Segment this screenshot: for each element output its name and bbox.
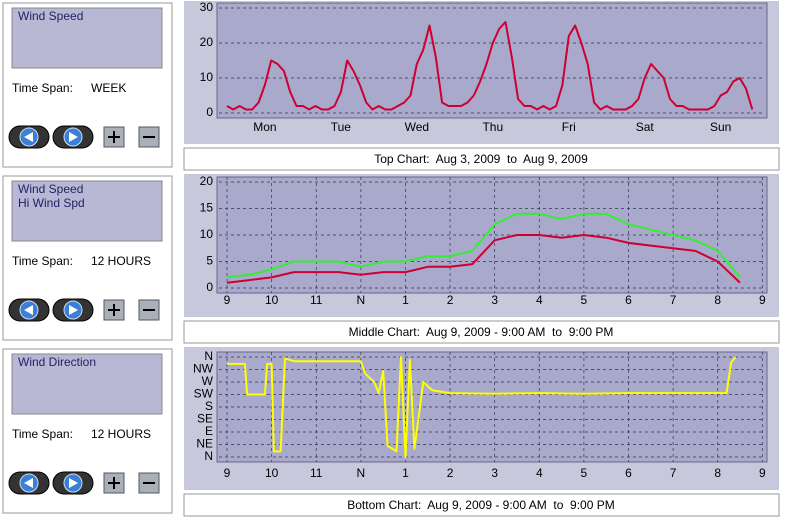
x-tick-label: 4 [536, 293, 543, 307]
y-tick-label: E [205, 424, 213, 438]
x-tick-label: 11 [310, 293, 323, 307]
x-tick-label: 5 [581, 293, 588, 307]
zoom-out-button[interactable] [138, 126, 160, 148]
x-tick-label: 4 [536, 466, 543, 480]
caption-box [183, 320, 780, 344]
series-line [227, 356, 737, 458]
x-tick-label: 9 [759, 466, 766, 480]
button-arrow[interactable] [24, 132, 33, 142]
x-tick-label: Sat [636, 120, 655, 134]
y-tick-label: SW [194, 387, 214, 401]
y-tick-label: 10 [200, 70, 214, 84]
x-tick-label: Tue [331, 120, 352, 134]
y-tick-label: SE [197, 412, 213, 426]
x-tick-label: 6 [625, 466, 632, 480]
button-arrow[interactable] [24, 478, 33, 488]
back-button[interactable] [8, 298, 50, 322]
y-tick-label: 10 [200, 227, 214, 241]
x-tick-label: Fri [562, 120, 576, 134]
chart-caption: Top Chart: Aug 3, 2009 to Aug 9, 2009 [374, 152, 588, 166]
series-line [226, 212, 741, 279]
legend-entry: Wind Speed [18, 9, 83, 23]
x-tick-label: Thu [482, 120, 503, 134]
x-tick-label: 8 [714, 466, 721, 480]
x-tick-label: 1 [402, 293, 409, 307]
chart-caption: Middle Chart: Aug 9, 2009 - 9:00 AM to 9… [349, 325, 614, 339]
y-tick-label: 0 [206, 280, 213, 294]
x-tick-label: Mon [253, 120, 276, 134]
legend-box [11, 353, 163, 415]
time-span-value: 12 HOURS [91, 254, 151, 268]
y-tick-label: 5 [206, 254, 213, 268]
x-tick-label: 10 [265, 293, 279, 307]
time-span-label: Time Span: [12, 254, 73, 268]
back-button[interactable] [8, 471, 50, 495]
forward-button[interactable] [52, 471, 94, 495]
y-tick-label: NE [196, 437, 213, 451]
x-tick-label: 9 [224, 466, 231, 480]
y-tick-label: 0 [206, 105, 213, 119]
time-span-value: WEEK [91, 81, 126, 95]
y-tick-label: W [202, 374, 214, 388]
button-arrow[interactable] [69, 305, 78, 315]
x-tick-label: Sun [710, 120, 731, 134]
x-tick-label: 3 [491, 466, 498, 480]
x-tick-label: 11 [310, 466, 323, 480]
caption-box [183, 493, 780, 517]
x-tick-label: 8 [714, 293, 721, 307]
plot-area [216, 2, 768, 119]
back-button[interactable] [8, 125, 50, 149]
button-arrow[interactable] [24, 305, 33, 315]
y-tick-label: 20 [200, 35, 214, 49]
x-tick-label: 10 [265, 466, 279, 480]
button-arrow[interactable] [69, 132, 78, 142]
zoom-out-button[interactable] [138, 299, 160, 321]
legend-entry: Hi Wind Spd [18, 196, 85, 210]
zoom-in-button[interactable] [103, 472, 125, 494]
x-tick-label: 5 [581, 466, 588, 480]
legend-entry: Wind Speed [18, 182, 83, 196]
x-tick-label: Wed [405, 120, 429, 134]
series-line [226, 21, 754, 111]
legend-entry: Wind Direction [18, 355, 96, 369]
time-span-label: Time Span: [12, 81, 73, 95]
y-tick-label: 15 [200, 201, 214, 215]
zoom-in-button[interactable] [103, 126, 125, 148]
x-tick-label: 9 [759, 293, 766, 307]
zoom-out-button[interactable] [138, 472, 160, 494]
x-tick-label: 1 [402, 466, 409, 480]
x-tick-label: 3 [491, 293, 498, 307]
legend-box [11, 180, 163, 242]
x-tick-label: 2 [447, 466, 454, 480]
y-tick-label: S [205, 399, 213, 413]
y-tick-label: N [204, 349, 213, 363]
legend-box [11, 7, 163, 69]
x-tick-label: 7 [670, 293, 677, 307]
caption-box [183, 147, 780, 171]
control-panel: Wind Direction Time Span: 12 HOURS [2, 348, 173, 514]
x-tick-label: 7 [670, 466, 677, 480]
button-arrow[interactable] [69, 478, 78, 488]
x-tick-label: 6 [625, 293, 632, 307]
time-span-label: Time Span: [12, 427, 73, 441]
x-tick-label: 9 [224, 293, 231, 307]
forward-button[interactable] [52, 125, 94, 149]
forward-button[interactable] [52, 298, 94, 322]
zoom-in-button[interactable] [103, 299, 125, 321]
time-span-value: 12 HOURS [91, 427, 151, 441]
series-line [226, 234, 741, 284]
y-tick-label: 30 [200, 0, 214, 14]
y-tick-label: 20 [200, 174, 214, 188]
y-tick-label: NW [193, 362, 214, 376]
control-panel: Wind Speed Time Span: WEEK [2, 2, 173, 168]
y-tick-label: N [204, 449, 213, 463]
x-tick-label: 2 [447, 293, 454, 307]
chart-caption: Bottom Chart: Aug 9, 2009 - 9:00 AM to 9… [347, 498, 614, 512]
x-tick-label: N [357, 466, 366, 480]
x-tick-label: N [357, 293, 366, 307]
